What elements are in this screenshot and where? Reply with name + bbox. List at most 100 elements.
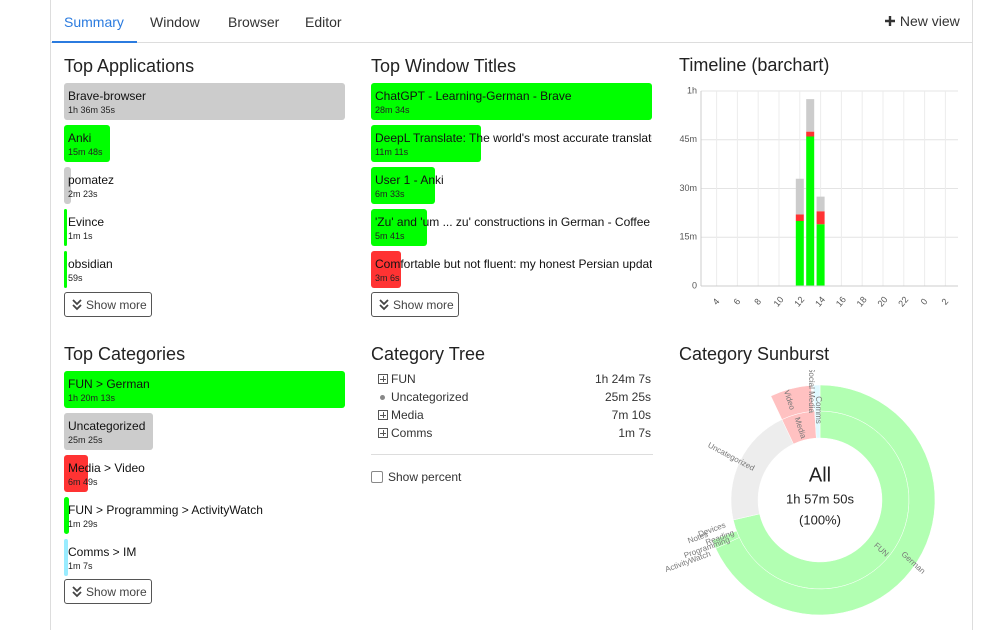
y-tick-label: 15m [679,232,697,242]
item-duration: 3m 6s [375,273,400,283]
duration-bar [64,497,70,534]
container-border [972,0,973,630]
tab[interactable]: Window [150,14,200,30]
tree-name: FUN [391,372,416,386]
tree-row: FUN 1h 24m 7s [377,372,651,390]
item-duration: 25m 25s [68,435,103,445]
item-duration: 1m 1s [68,231,93,241]
y-tick-label: 0 [692,280,697,290]
list-item[interactable]: 'Zu' and 'um ... zu' constructions in Ge… [371,209,652,246]
y-tick-label: 30m [679,183,697,193]
tab[interactable]: Summary [64,14,124,30]
top-applications-list: Brave-browser 1h 36m 35s Anki 15m 48s pomate… [64,83,345,288]
item-name: Media > Video [68,461,145,475]
section-title: Top Applications [64,56,195,76]
duration-bar [64,251,67,288]
tab[interactable]: Browser [228,14,280,30]
x-tick-label: 12 [792,295,806,309]
list-item[interactable]: Evince 1m 1s [64,209,345,246]
bar-segment [816,196,825,212]
show-more-label: Show more [86,298,147,312]
bar-segment [795,214,804,221]
show-more-button[interactable]: Show more [64,292,152,317]
center-label: All [809,464,831,486]
checkbox[interactable] [371,471,383,483]
list-item[interactable]: Comms > IM 1m 7s [64,539,345,576]
item-name: Comms > IM [68,545,137,559]
list-item[interactable]: DeepL Translate: The world's most accura… [371,125,652,162]
item-name: Evince [68,215,105,229]
item-duration: 6m 49s [68,477,98,487]
item-duration: 1h 36m 35s [68,105,116,115]
item-duration: 2m 23s [68,189,98,199]
tree-row: Media 7m 10s [377,408,651,426]
tree-duration: 1m 7s [618,426,651,440]
chevron-icon [379,299,389,311]
list-item[interactable]: Comfortable but not fluent: my honest Pe… [371,251,652,288]
show-percent-toggle[interactable]: Show percent [371,470,461,484]
expand-icon[interactable] [378,428,388,438]
item-duration: 5m 41s [375,231,405,241]
duration-bar [64,83,345,120]
show-percent-label: Show percent [388,470,462,484]
x-tick-label: 14 [813,295,827,309]
tab-divider [50,42,973,43]
list-item[interactable]: FUN > German 1h 20m 13s [64,371,345,408]
leaf-dot [380,395,385,400]
section-title: Category Tree [371,344,486,364]
duration-bar [371,251,402,288]
item-name: FUN > Programming > ActivityWatch [68,503,263,517]
bar-segment [806,136,815,286]
x-tick-label: 10 [771,295,785,309]
list-item[interactable]: User 1 - Anki 6m 33s [371,167,652,204]
sunburst-segment [812,384,821,412]
item-name: Uncategorized [68,419,146,433]
item-duration: 1m 7s [68,561,93,571]
tree-row: Uncategorized 25m 25s [377,390,651,408]
plus [382,376,384,382]
list-item[interactable]: Brave-browser 1h 36m 35s [64,83,345,120]
item-name: Anki [68,131,92,145]
item-name: Brave-browser [68,89,147,103]
bar-segment [816,224,825,286]
tree-name: Comms [391,426,433,440]
show-more-button[interactable]: Show more [64,579,152,604]
duration-bar [64,413,154,450]
x-tick-label: 18 [855,295,869,309]
item-duration: 15m 48s [68,147,103,157]
list-item[interactable]: pomatez 2m 23s [64,167,345,204]
tab[interactable]: Editor [305,14,342,30]
list-item[interactable]: Media > Video 6m 49s [64,455,345,492]
sunburst-segment [770,385,814,420]
y-tick-label: 45m [679,134,697,144]
list-item[interactable]: ChatGPT - Learning-German - Brave 28m 34s [371,83,652,120]
item-name: Comfortable but not fluent: my honest Pe… [375,257,652,271]
list-item[interactable]: FUN > Programming > ActivityWatch 1m 29s [64,497,345,534]
item-name: DeepL Translate: The world's most accura… [375,131,652,145]
show-more-button[interactable]: Show more [371,292,459,317]
new-view-button[interactable]: New view [884,13,960,29]
chart-title: Timeline (barchart) [679,55,829,75]
tree-duration: 1h 24m 7s [594,372,651,386]
container-border [50,0,51,630]
chevron-icon [72,299,82,311]
tree-name: Media [391,408,424,422]
tree-name: Uncategorized [391,390,469,404]
x-tick-label: 16 [834,295,848,309]
top-window-titles-list: ChatGPT - Learning-German - Brave 28m 34s… [371,83,652,288]
duration-bar [64,167,71,204]
list-item[interactable]: Uncategorized 25m 25s [64,413,345,450]
expand-icon[interactable] [378,410,388,420]
item-duration: 11m 11s [375,147,409,157]
expand-icon[interactable] [378,374,388,384]
sunburst-segment [711,530,740,549]
list-item[interactable]: obsidian 59s [64,251,345,288]
duration-bar [371,125,481,162]
list-item[interactable]: Anki 15m 48s [64,125,345,162]
bar-segment [816,211,825,225]
show-more-label: Show more [86,585,147,599]
plus [382,430,384,436]
item-name: FUN > German [68,377,150,391]
